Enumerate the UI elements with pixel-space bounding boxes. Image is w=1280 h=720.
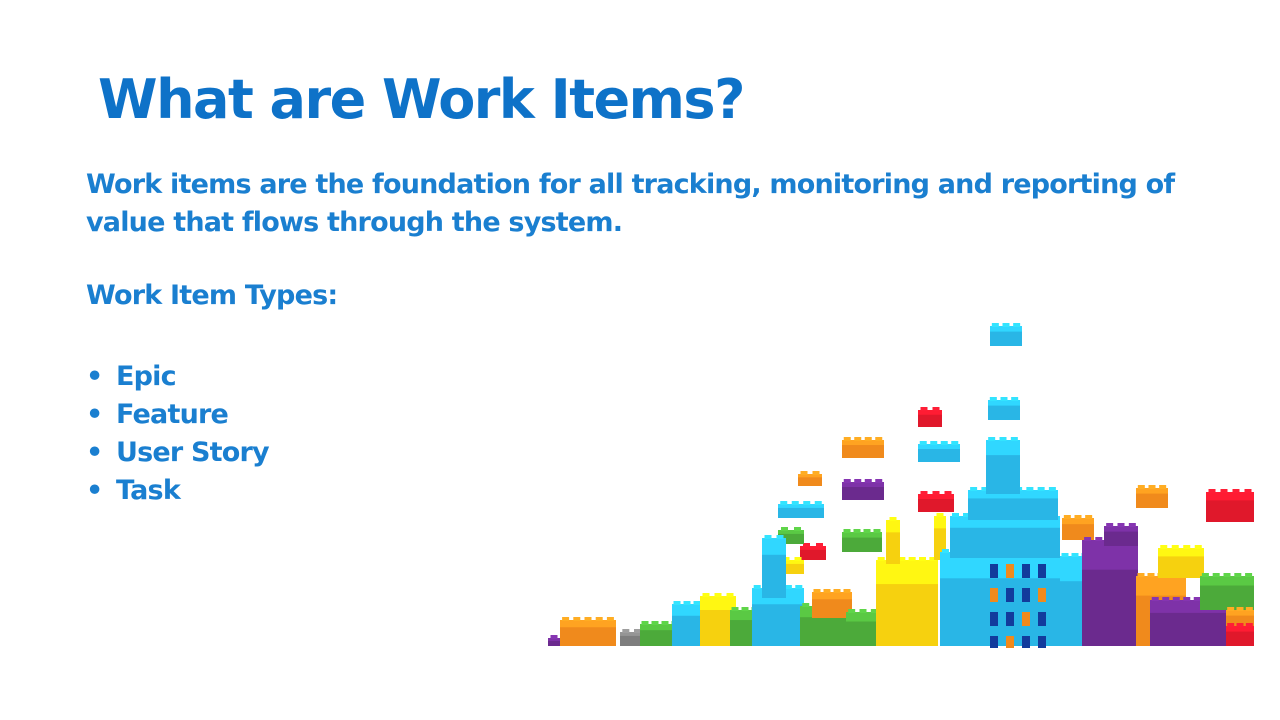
tower-window bbox=[990, 588, 998, 602]
bullet-icon: • bbox=[86, 437, 103, 468]
list-item-label: Epic bbox=[116, 361, 177, 392]
toy-brick bbox=[968, 487, 1058, 520]
toy-brick bbox=[918, 441, 960, 462]
tower-window bbox=[1006, 636, 1014, 648]
list-item: • Task bbox=[86, 472, 269, 510]
toy-brick bbox=[846, 609, 880, 646]
toy-brick bbox=[988, 397, 1020, 420]
tower-window bbox=[1006, 612, 1014, 626]
intro-text: Work items are the foundation for all tr… bbox=[86, 169, 1175, 238]
tower-window bbox=[990, 636, 998, 648]
building-blocks-city-illustration bbox=[548, 323, 1254, 648]
toy-brick bbox=[1226, 623, 1254, 646]
toy-brick bbox=[1206, 489, 1254, 522]
toy-brick bbox=[918, 491, 954, 512]
tower-window bbox=[1038, 564, 1046, 578]
tower-window bbox=[1038, 612, 1046, 626]
toy-brick bbox=[1136, 485, 1168, 508]
list-item: • User Story bbox=[86, 434, 270, 472]
slide-title: What are Work Items? bbox=[98, 68, 745, 131]
bullet-icon: • bbox=[86, 399, 103, 430]
list-item-label: Feature bbox=[116, 399, 229, 430]
toy-brick bbox=[1158, 545, 1204, 578]
tower-window bbox=[1038, 636, 1046, 648]
toy-brick bbox=[990, 323, 1022, 346]
tower-window bbox=[1006, 588, 1014, 602]
toy-brick bbox=[1082, 537, 1138, 646]
toy-brick bbox=[798, 471, 822, 486]
toy-brick bbox=[762, 535, 786, 598]
toy-brick bbox=[950, 513, 1060, 558]
toy-brick bbox=[886, 517, 900, 564]
toy-brick bbox=[560, 617, 616, 646]
toy-brick bbox=[1104, 523, 1138, 546]
tower-window bbox=[1006, 564, 1014, 578]
toy-brick bbox=[918, 407, 942, 427]
tower-window bbox=[990, 612, 998, 626]
toy-brick bbox=[1200, 573, 1254, 610]
list-item: • Feature bbox=[86, 396, 269, 434]
tower-window bbox=[1022, 588, 1030, 602]
toy-brick bbox=[778, 501, 824, 518]
toy-brick bbox=[800, 543, 826, 560]
list-item-label: Task bbox=[116, 475, 181, 506]
toy-brick bbox=[876, 557, 938, 646]
toy-brick bbox=[842, 479, 884, 500]
bullet-icon: • bbox=[86, 361, 103, 392]
tower-window bbox=[1022, 636, 1030, 648]
toy-brick bbox=[986, 437, 1020, 494]
toy-brick bbox=[842, 529, 882, 552]
toy-brick bbox=[812, 589, 852, 618]
bullet-icon: • bbox=[86, 475, 103, 506]
tower-window bbox=[1038, 588, 1046, 602]
list-item-label: User Story bbox=[116, 437, 270, 468]
work-item-types-heading: Work Item Types: bbox=[86, 280, 338, 311]
toy-brick bbox=[1062, 515, 1094, 540]
tower-window bbox=[1022, 564, 1030, 578]
work-item-types-list: • Epic • Feature • User Story • Task bbox=[86, 358, 270, 510]
tower-window bbox=[990, 564, 998, 578]
tower-window bbox=[1022, 612, 1030, 626]
list-item: • Epic bbox=[86, 358, 269, 396]
toy-brick bbox=[842, 437, 884, 458]
